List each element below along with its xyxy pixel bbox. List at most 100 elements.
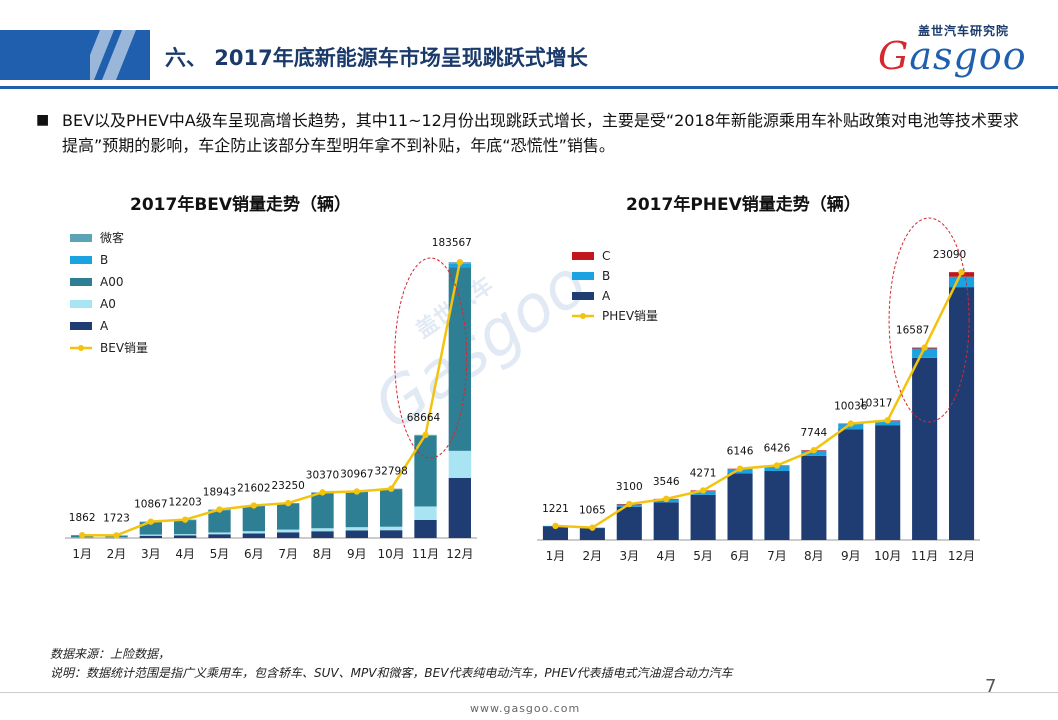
bar-A-11 bbox=[912, 357, 938, 540]
legend-swatch bbox=[70, 278, 92, 286]
bar-A00-4 bbox=[174, 520, 197, 535]
footer-notes: 数据来源：上险数据， 说明：数据统计范围是指广义乘用车，包含轿车、SUV、MPV… bbox=[50, 645, 733, 683]
bar-A-5 bbox=[208, 534, 231, 538]
bar-A-6 bbox=[242, 533, 265, 538]
x-tick-label: 3月 bbox=[141, 547, 161, 561]
bar-A-8 bbox=[801, 455, 827, 540]
data-label: 6426 bbox=[764, 442, 791, 454]
bev-chart-title: 2017年BEV销量走势（辆） bbox=[130, 195, 352, 215]
bar-A00-7 bbox=[277, 503, 300, 530]
data-label: 16587 bbox=[896, 325, 929, 337]
bar-A-6 bbox=[727, 473, 753, 540]
x-tick-label: 12月 bbox=[948, 549, 975, 563]
line-point bbox=[958, 268, 965, 276]
bar-A-10 bbox=[875, 425, 901, 540]
website-text: www.gasgoo.com bbox=[470, 702, 581, 715]
line-point bbox=[319, 489, 326, 496]
slide-header: 六、 2017年底新能源车市场呈现跳跃式增长 盖世汽车研究院 Gasgoo bbox=[0, 0, 1058, 92]
bar-A0-7 bbox=[277, 529, 300, 533]
legend-swatch bbox=[70, 300, 92, 308]
line-point bbox=[422, 431, 429, 439]
x-tick-label: 3月 bbox=[619, 549, 639, 563]
data-label: 10317 bbox=[859, 397, 892, 409]
bar-A00-11 bbox=[414, 435, 437, 507]
bar-A00-9 bbox=[345, 492, 368, 528]
bar-A-3 bbox=[616, 506, 642, 540]
legend-label: C bbox=[602, 249, 610, 263]
bar-A-10 bbox=[380, 530, 403, 538]
legend-swatch bbox=[70, 256, 92, 264]
x-tick-label: 1月 bbox=[72, 547, 92, 561]
explain-note: 说明：数据统计范围是指广义乘用车，包含轿车、SUV、MPV和微客，BEV代表纯电… bbox=[50, 666, 733, 680]
data-label: 1221 bbox=[542, 503, 569, 515]
x-tick-label: 2月 bbox=[583, 549, 603, 563]
footer-divider bbox=[0, 692, 1058, 693]
line-point bbox=[353, 488, 361, 495]
line-point bbox=[589, 524, 596, 531]
x-tick-label: 2月 bbox=[107, 547, 127, 561]
x-tick-label: 12月 bbox=[446, 547, 473, 561]
data-label: 23090 bbox=[933, 249, 966, 261]
data-label: 18943 bbox=[203, 487, 236, 499]
x-tick-label: 8月 bbox=[804, 549, 824, 563]
line-point bbox=[884, 417, 891, 424]
phev-chart: 1月 2月 3月 4月 5月 6月 7月 8月 9月 10月 11月 12月 1221 1065 3100 3… bbox=[537, 217, 980, 563]
x-tick-label: 1月 bbox=[546, 549, 566, 563]
bar-A-2 bbox=[579, 527, 605, 540]
line-point bbox=[456, 258, 464, 266]
line-point bbox=[78, 532, 86, 539]
summary-text: BEV以及PHEV中A级车呈现高增长趋势，其中11~12月份出现跳跃式增长，主要… bbox=[62, 111, 1019, 155]
x-tick-label: 7月 bbox=[278, 547, 298, 561]
x-tick-label: 10月 bbox=[874, 549, 901, 563]
data-label: 30967 bbox=[340, 468, 373, 480]
data-label: 6146 bbox=[727, 446, 754, 458]
x-tick-label: 4月 bbox=[656, 549, 676, 563]
bar-A0-5 bbox=[208, 532, 231, 535]
line-point bbox=[810, 446, 818, 454]
bar-A-9 bbox=[345, 530, 368, 538]
bar-A00-10 bbox=[380, 489, 403, 527]
x-tick-label: 11月 bbox=[911, 549, 938, 563]
bar-A-12 bbox=[448, 477, 471, 538]
legend-label: A0 bbox=[100, 297, 116, 311]
bar-B-11 bbox=[912, 348, 938, 358]
bar-A-5 bbox=[690, 494, 716, 540]
legend-label: 微客 bbox=[100, 230, 124, 245]
legend-swatch bbox=[572, 292, 594, 300]
x-tick-label: 7月 bbox=[767, 549, 787, 563]
bar-A0-8 bbox=[311, 528, 334, 532]
bar-A0-6 bbox=[242, 531, 265, 534]
legend-label: A bbox=[100, 319, 109, 333]
x-tick-label: 6月 bbox=[730, 549, 750, 563]
bullet-square-icon: ■ bbox=[36, 112, 50, 128]
logo-chinese-text: 盖世汽车研究院 bbox=[918, 24, 1010, 38]
bar-A-4 bbox=[174, 535, 197, 538]
bar-A-7 bbox=[277, 532, 300, 538]
legend-swatch bbox=[572, 252, 594, 260]
x-tick-label: 8月 bbox=[313, 547, 333, 561]
legend-label: A bbox=[602, 289, 611, 303]
bar-A0-9 bbox=[345, 527, 368, 531]
data-label: 30370 bbox=[306, 469, 339, 481]
line-point bbox=[147, 518, 155, 525]
bar-A0-12 bbox=[448, 450, 471, 478]
data-label: 7744 bbox=[801, 427, 828, 439]
line-point bbox=[250, 502, 258, 509]
bar-A-1 bbox=[542, 526, 569, 540]
legend-swatch bbox=[572, 272, 594, 280]
slide-title: 六、 2017年底新能源车市场呈现跳跃式增长 bbox=[165, 46, 588, 70]
bar-A-4 bbox=[653, 502, 679, 540]
bar-B-12 bbox=[948, 276, 975, 288]
data-label: 23250 bbox=[271, 480, 304, 492]
data-label: 1065 bbox=[579, 505, 606, 517]
page-number: 7 bbox=[985, 676, 997, 697]
legend-label: A00 bbox=[100, 275, 123, 289]
x-tick-label: 6月 bbox=[244, 547, 264, 561]
line-point bbox=[552, 522, 559, 530]
legend-label: B bbox=[100, 253, 108, 267]
legend-line-marker bbox=[78, 345, 84, 351]
line-point bbox=[284, 499, 292, 507]
legend-label: PHEV销量 bbox=[602, 309, 658, 323]
line-point bbox=[663, 495, 670, 503]
